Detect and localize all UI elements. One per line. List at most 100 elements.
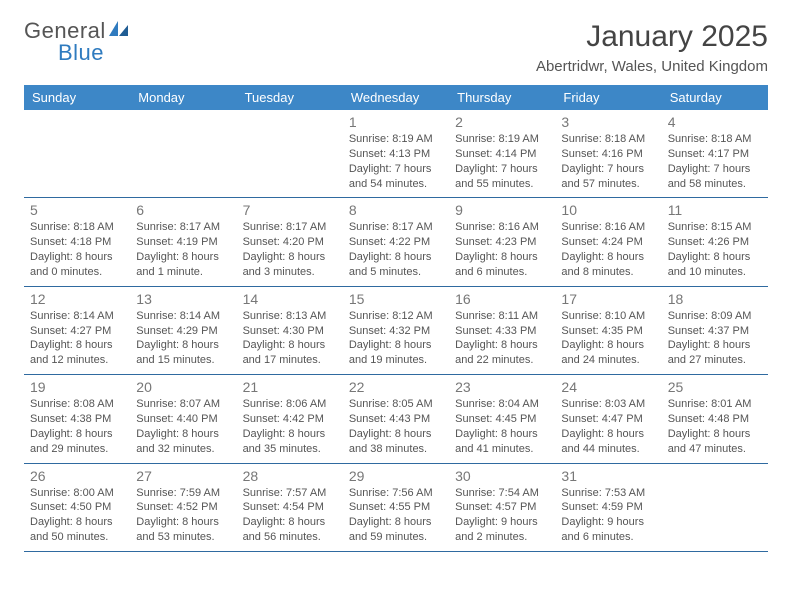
day-number: 15 [349, 291, 443, 307]
day-number: 27 [136, 468, 230, 484]
day-number: 13 [136, 291, 230, 307]
location-text: Abertridwr, Wales, United Kingdom [536, 58, 768, 75]
calendar-cell: 9 Sunrise: 8:16 AMSunset: 4:23 PMDaylight… [449, 198, 555, 286]
calendar-cell: 22 Sunrise: 8:05 AMSunset: 4:43 PMDayligh… [343, 375, 449, 463]
calendar-cell: 15 Sunrise: 8:12 AMSunset: 4:32 PMDayligh… [343, 286, 449, 374]
calendar-cell: 18Sunrise: 8:09 AMSunset: 4:37 PMDayligh… [662, 286, 768, 374]
day-number: 17 [561, 291, 655, 307]
logo-word-blue: Blue [24, 40, 104, 65]
calendar-table: Sunday Monday Tuesday Wednesday Thursday… [24, 85, 768, 552]
day-number: 8 [349, 202, 443, 218]
day-number: 6 [136, 202, 230, 218]
calendar-cell: 29 Sunrise: 7:56 AMSunset: 4:55 PMDayligh… [343, 463, 449, 551]
day-details: Sunrise: 8:14 AMSunset: 4:27 PMDaylight:… [30, 309, 124, 368]
sail-icon [108, 20, 130, 42]
calendar-row: 19 Sunrise: 8:08 AMSunset: 4:38 PMDayligh… [24, 375, 768, 463]
day-details: Sunrise: 8:18 AMSunset: 4:17 PMDaylight:… [668, 132, 762, 191]
day-header-row: Sunday Monday Tuesday Wednesday Thursday… [24, 85, 768, 110]
day-details: Sunrise: 8:11 AMSunset: 4:33 PMDaylight:… [455, 309, 549, 368]
day-number: 2 [455, 114, 549, 130]
day-number: 29 [349, 468, 443, 484]
day-details: Sunrise: 8:17 AMSunset: 4:20 PMDaylight:… [243, 220, 337, 279]
day-number: 23 [455, 379, 549, 395]
calendar-cell: 3Sunrise: 8:18 AMSunset: 4:16 PMDaylight… [555, 110, 661, 198]
calendar-cell: 4 Sunrise: 8:18 AMSunset: 4:17 PMDaylight… [662, 110, 768, 198]
day-number: 30 [455, 468, 549, 484]
calendar-cell: 17 Sunrise: 8:10 AMSunset: 4:35 PMDayligh… [555, 286, 661, 374]
calendar-cell [24, 110, 130, 198]
day-number: 20 [136, 379, 230, 395]
day-number: 11 [668, 202, 762, 218]
day-details: Sunrise: 8:17 AMSunset: 4:19 PMDaylight:… [136, 220, 230, 279]
col-wed: Wednesday [343, 85, 449, 110]
calendar-row: 12 Sunrise: 8:14 AMSunset: 4:27 PMDayligh… [24, 286, 768, 374]
day-details: Sunrise: 8:13 AMSunset: 4:30 PMDaylight:… [243, 309, 337, 368]
calendar-cell: 14 Sunrise: 8:13 AMSunset: 4:30 PMDayligh… [237, 286, 343, 374]
day-details: Sunrise: 8:00 AMSunset: 4:50 PMDaylight:… [30, 486, 124, 545]
day-details: Sunrise: 8:16 AMSunset: 4:23 PMDaylight:… [455, 220, 549, 279]
logo-word-general: General [24, 20, 106, 42]
day-number: 5 [30, 202, 124, 218]
calendar-cell: 2 Sunrise: 8:19 AMSunset: 4:14 PMDaylight… [449, 110, 555, 198]
calendar-cell: 23Sunrise: 8:04 AMSunset: 4:45 PMDayligh… [449, 375, 555, 463]
day-number: 14 [243, 291, 337, 307]
calendar-cell [662, 463, 768, 551]
day-number: 28 [243, 468, 337, 484]
calendar-cell: 12 Sunrise: 8:14 AMSunset: 4:27 PMDayligh… [24, 286, 130, 374]
calendar-cell: 6 Sunrise: 8:17 AMSunset: 4:19 PMDaylight… [130, 198, 236, 286]
day-number: 7 [243, 202, 337, 218]
calendar-cell: 8 Sunrise: 8:17 AMSunset: 4:22 PMDaylight… [343, 198, 449, 286]
calendar-row: 5 Sunrise: 8:18 AMSunset: 4:18 PMDaylight… [24, 198, 768, 286]
page-title: January 2025 [536, 20, 768, 54]
calendar-cell [130, 110, 236, 198]
calendar-cell: 25Sunrise: 8:01 AMSunset: 4:48 PMDayligh… [662, 375, 768, 463]
day-details: Sunrise: 7:56 AMSunset: 4:55 PMDaylight:… [349, 486, 443, 545]
day-details: Sunrise: 8:19 AMSunset: 4:13 PMDaylight:… [349, 132, 443, 191]
day-details: Sunrise: 7:53 AMSunset: 4:59 PMDaylight:… [561, 486, 655, 545]
header: GeneralBlue January 2025 Abertridwr, Wal… [24, 20, 768, 75]
day-details: Sunrise: 8:06 AMSunset: 4:42 PMDaylight:… [243, 397, 337, 456]
calendar-cell: 19 Sunrise: 8:08 AMSunset: 4:38 PMDayligh… [24, 375, 130, 463]
calendar-cell: 21 Sunrise: 8:06 AMSunset: 4:42 PMDayligh… [237, 375, 343, 463]
day-number: 12 [30, 291, 124, 307]
day-number: 31 [561, 468, 655, 484]
calendar-row: 1 Sunrise: 8:19 AMSunset: 4:13 PMDaylight… [24, 110, 768, 198]
calendar-cell: 1 Sunrise: 8:19 AMSunset: 4:13 PMDaylight… [343, 110, 449, 198]
day-number: 21 [243, 379, 337, 395]
day-details: Sunrise: 8:16 AMSunset: 4:24 PMDaylight:… [561, 220, 655, 279]
day-details: Sunrise: 8:03 AMSunset: 4:47 PMDaylight:… [561, 397, 655, 456]
day-details: Sunrise: 8:19 AMSunset: 4:14 PMDaylight:… [455, 132, 549, 191]
calendar-cell [237, 110, 343, 198]
day-details: Sunrise: 8:08 AMSunset: 4:38 PMDaylight:… [30, 397, 124, 456]
col-thu: Thursday [449, 85, 555, 110]
title-block: January 2025 Abertridwr, Wales, United K… [536, 20, 768, 75]
day-details: Sunrise: 7:57 AMSunset: 4:54 PMDaylight:… [243, 486, 337, 545]
calendar-cell: 24 Sunrise: 8:03 AMSunset: 4:47 PMDayligh… [555, 375, 661, 463]
day-number: 24 [561, 379, 655, 395]
day-details: Sunrise: 8:05 AMSunset: 4:43 PMDaylight:… [349, 397, 443, 456]
day-number: 9 [455, 202, 549, 218]
calendar-cell: 13Sunrise: 8:14 AMSunset: 4:29 PMDayligh… [130, 286, 236, 374]
day-details: Sunrise: 8:15 AMSunset: 4:26 PMDaylight:… [668, 220, 762, 279]
day-details: Sunrise: 8:07 AMSunset: 4:40 PMDaylight:… [136, 397, 230, 456]
day-number: 18 [668, 291, 762, 307]
calendar-cell: 28 Sunrise: 7:57 AMSunset: 4:54 PMDayligh… [237, 463, 343, 551]
col-mon: Monday [130, 85, 236, 110]
col-fri: Friday [555, 85, 661, 110]
day-number: 19 [30, 379, 124, 395]
day-number: 1 [349, 114, 443, 130]
day-details: Sunrise: 8:12 AMSunset: 4:32 PMDaylight:… [349, 309, 443, 368]
day-details: Sunrise: 8:18 AMSunset: 4:18 PMDaylight:… [30, 220, 124, 279]
day-details: Sunrise: 8:01 AMSunset: 4:48 PMDaylight:… [668, 397, 762, 456]
calendar-cell: 11 Sunrise: 8:15 AMSunset: 4:26 PMDayligh… [662, 198, 768, 286]
col-tue: Tuesday [237, 85, 343, 110]
day-details: Sunrise: 8:17 AMSunset: 4:22 PMDaylight:… [349, 220, 443, 279]
day-details: Sunrise: 8:10 AMSunset: 4:35 PMDaylight:… [561, 309, 655, 368]
calendar-cell: 31 Sunrise: 7:53 AMSunset: 4:59 PMDayligh… [555, 463, 661, 551]
calendar-cell: 27Sunrise: 7:59 AMSunset: 4:52 PMDayligh… [130, 463, 236, 551]
day-number: 4 [668, 114, 762, 130]
calendar-cell: 26Sunrise: 8:00 AMSunset: 4:50 PMDayligh… [24, 463, 130, 551]
calendar-cell: 20 Sunrise: 8:07 AMSunset: 4:40 PMDayligh… [130, 375, 236, 463]
day-number: 22 [349, 379, 443, 395]
col-sun: Sunday [24, 85, 130, 110]
